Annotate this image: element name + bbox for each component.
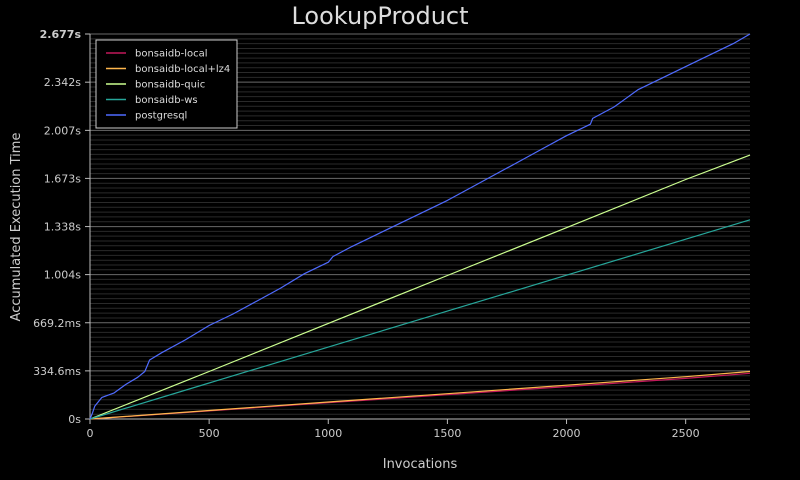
y-tick-label: 0s bbox=[68, 413, 81, 426]
x-tick-label: 2500 bbox=[672, 427, 700, 440]
series-line-bonsaidb-ws bbox=[89, 219, 751, 420]
x-tick-label: 0 bbox=[87, 427, 94, 440]
legend-label: bonsaidb-local+lz4 bbox=[135, 64, 230, 75]
x-axis-label: Invocations bbox=[383, 457, 458, 472]
x-tick-label: 2000 bbox=[553, 427, 581, 440]
series-line-postgresql bbox=[89, 33, 751, 420]
legend-label: bonsaidb-ws bbox=[135, 95, 198, 106]
axes: 0s 334.6ms 669.2ms 1.004s 1.338s 1.673s 2.007s… bbox=[33, 28, 750, 440]
series-line-bonsaidb-quic bbox=[89, 154, 751, 420]
x-tick-label: 1500 bbox=[433, 427, 461, 440]
y-tick-label: 334.6ms bbox=[33, 365, 81, 378]
legend-label: bonsaidb-local bbox=[135, 49, 208, 60]
y-tick-label: 669.2ms bbox=[33, 317, 81, 330]
x-tick-label: 1000 bbox=[314, 427, 342, 440]
y-tick-label: 1.673s bbox=[44, 172, 81, 185]
series-lines bbox=[89, 33, 751, 420]
legend-label: postgresql bbox=[135, 111, 187, 122]
x-tick-label: 500 bbox=[199, 427, 220, 440]
series-line-bonsaidb-local-lz4 bbox=[89, 370, 751, 420]
y-tick-label: 2.677s bbox=[40, 28, 82, 41]
y-tick-label: 2.007s bbox=[44, 124, 81, 137]
legend: bonsaidb-local bonsaidb-local+lz4 bonsaidb… bbox=[95, 39, 238, 129]
chart-title: LookupProduct bbox=[291, 2, 468, 30]
y-axis-label: Accumulated Execution Time bbox=[9, 133, 24, 322]
legend-label: bonsaidb-quic bbox=[135, 80, 205, 91]
y-tick-label: 2.342s bbox=[44, 76, 81, 89]
y-tick-label: 1.004s bbox=[44, 269, 81, 282]
y-tick-label: 1.338s bbox=[44, 221, 81, 234]
